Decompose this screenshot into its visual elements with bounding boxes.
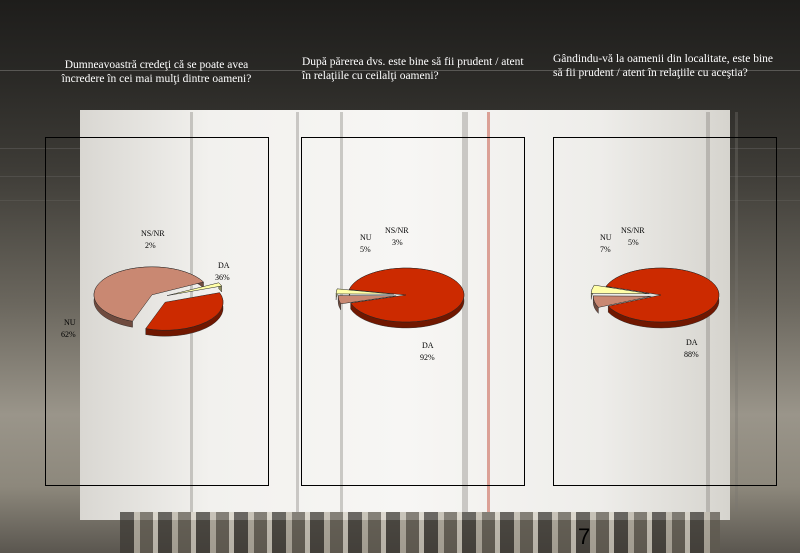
pie-slice-nu — [592, 295, 652, 314]
pie-slice-ns-nr — [335, 288, 395, 300]
pie-label-value: 3% — [392, 238, 403, 247]
pie-label-value: 36% — [215, 273, 230, 282]
pie-label-value: 5% — [360, 245, 371, 254]
pie-label-value: 92% — [420, 353, 435, 362]
pie-chart-2: NS/NR 3% NU 5% DA 92% — [335, 226, 465, 362]
pie-label-category: NU — [64, 318, 76, 327]
question-1: Dumneavoastră credeţi că se poate avea î… — [61, 59, 252, 85]
pie-slice-da — [348, 267, 465, 329]
pie-label-category: NU — [360, 233, 372, 242]
pie-slice-ns-nr — [167, 282, 223, 296]
pie-label-category: NS/NR — [385, 226, 409, 235]
pie-slice-ns-nr — [590, 284, 650, 300]
question-2: După părerea dvs. este bine să fii prude… — [302, 56, 524, 82]
chart-frame-2: NS/NR 3% NU 5% DA 92% — [301, 137, 525, 486]
pie-label-value: 7% — [600, 245, 611, 254]
page-number: 7 — [578, 524, 591, 549]
pie-label-category: NU — [600, 233, 612, 242]
pie-label-value: 88% — [684, 350, 699, 359]
pie-label-category: NS/NR — [141, 229, 165, 238]
pie-label-category: DA — [218, 261, 230, 270]
pie-slice-nu — [337, 295, 397, 311]
pie-label-value: 5% — [628, 238, 639, 247]
pie-chart-3: NS/NR 5% NU 7% DA 88% — [590, 226, 720, 359]
pie-slice-nu — [93, 266, 205, 328]
pie-label-value: 2% — [145, 241, 156, 250]
question-3: Gândindu-vă la oamenii din localitate, e… — [553, 53, 774, 79]
pie-slice-da — [605, 267, 720, 329]
chart-frame-1: NS/NR 2% DA 36% NU 62% — [45, 137, 269, 486]
pie-label-category: DA — [422, 341, 434, 350]
pie-label-value: 62% — [61, 330, 76, 339]
chart-frame-3: NS/NR 5% NU 7% DA 88% — [553, 137, 777, 486]
pie-label-category: DA — [686, 338, 698, 347]
pie-label-category: NS/NR — [621, 226, 645, 235]
pie-slice-da — [145, 292, 224, 337]
photo-strip — [120, 512, 720, 553]
pie-chart-1: NS/NR 2% DA 36% NU 62% — [61, 229, 230, 339]
